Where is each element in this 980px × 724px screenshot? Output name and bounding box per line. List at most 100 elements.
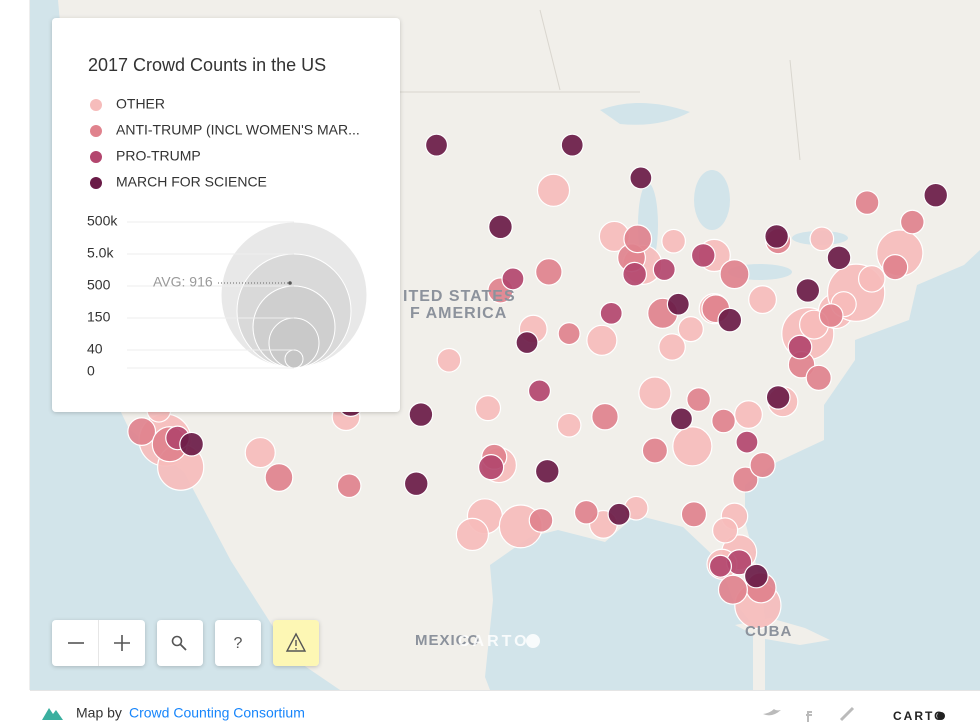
protest-marker bbox=[857, 265, 886, 293]
facebook-icon[interactable] bbox=[806, 711, 812, 722]
protest-marker bbox=[560, 133, 584, 157]
carto-dot bbox=[937, 712, 945, 720]
help-label: ? bbox=[234, 635, 243, 652]
pacific bbox=[30, 0, 340, 690]
protest-marker bbox=[854, 190, 880, 215]
protest-marker bbox=[403, 471, 429, 497]
carto-logo: CARTO bbox=[893, 709, 945, 723]
map-label: CUBA bbox=[745, 623, 792, 640]
protest-marker bbox=[607, 502, 631, 526]
legend-swatch bbox=[90, 125, 102, 137]
twitter-icon[interactable] bbox=[763, 709, 781, 716]
legend-label: OTHER bbox=[116, 96, 165, 112]
lake bbox=[694, 170, 730, 230]
author-link[interactable]: Crowd Counting Consortium bbox=[129, 705, 305, 721]
search-button[interactable] bbox=[157, 620, 203, 666]
protest-marker bbox=[882, 254, 909, 281]
legend-swatch bbox=[90, 99, 102, 111]
page-margin bbox=[0, 0, 30, 724]
protest-marker bbox=[536, 173, 571, 207]
protest-marker bbox=[677, 316, 704, 343]
protest-marker bbox=[708, 554, 732, 578]
size-label: 0 bbox=[87, 363, 95, 379]
protest-marker bbox=[534, 458, 560, 484]
footer-prefix: Map by bbox=[76, 705, 122, 721]
legend-label: ANTI-TRUMP (INCL WOMEN'S MAR... bbox=[116, 122, 360, 138]
footer-bar bbox=[30, 690, 980, 724]
protest-marker bbox=[527, 379, 552, 403]
protest-marker bbox=[599, 301, 623, 325]
map-label: ITED STATES bbox=[403, 288, 516, 305]
protest-marker bbox=[629, 166, 653, 190]
protest-marker bbox=[717, 307, 743, 333]
protest-marker bbox=[408, 402, 434, 427]
protest-marker bbox=[809, 226, 835, 252]
search-icon bbox=[171, 635, 183, 647]
protest-marker bbox=[899, 209, 925, 235]
protest-marker bbox=[805, 364, 832, 391]
size-label: 40 bbox=[87, 341, 103, 357]
panel bbox=[52, 18, 400, 412]
gulf bbox=[485, 515, 753, 690]
protest-marker bbox=[488, 214, 513, 240]
size-label: 500k bbox=[87, 213, 118, 229]
protest-marker bbox=[711, 517, 739, 544]
protest-marker bbox=[826, 245, 852, 271]
protest-marker bbox=[672, 426, 713, 467]
protest-marker bbox=[477, 454, 505, 481]
protest-marker bbox=[127, 417, 157, 446]
protest-marker bbox=[661, 228, 687, 254]
protest-marker bbox=[690, 243, 716, 268]
legend-swatch bbox=[90, 151, 102, 163]
protest-marker bbox=[658, 333, 686, 361]
size-label: 150 bbox=[87, 309, 111, 325]
protest-marker bbox=[501, 267, 525, 291]
protest-marker bbox=[179, 431, 204, 457]
protest-marker bbox=[787, 334, 813, 360]
protest-marker bbox=[711, 408, 736, 434]
average-dot bbox=[288, 281, 292, 285]
protest-marker bbox=[686, 387, 711, 412]
protest-marker bbox=[586, 324, 618, 356]
protest-marker bbox=[719, 259, 750, 290]
watermark: CARTO bbox=[458, 633, 530, 650]
search-icon bbox=[179, 643, 187, 651]
size-circle bbox=[284, 349, 304, 369]
legend-title: 2017 Crowd Counts in the US bbox=[88, 55, 326, 75]
protest-marker bbox=[734, 400, 763, 429]
protest-marker bbox=[336, 473, 362, 499]
protest-marker bbox=[557, 322, 581, 346]
protest-marker bbox=[474, 395, 502, 422]
legend-swatch bbox=[90, 177, 102, 189]
footer: Map by Crowd Counting Consortium CARTO bbox=[30, 690, 980, 724]
warning-icon bbox=[285, 632, 307, 652]
protest-marker bbox=[666, 292, 690, 316]
link-icon[interactable] bbox=[839, 706, 855, 722]
watermark-dot bbox=[526, 634, 540, 648]
protest-marker bbox=[923, 182, 949, 208]
protest-marker bbox=[669, 407, 693, 431]
protest-marker bbox=[638, 376, 672, 410]
protest-marker bbox=[622, 261, 648, 287]
help-button[interactable] bbox=[215, 620, 261, 666]
zoom-in[interactable] bbox=[114, 635, 130, 651]
protest-marker bbox=[795, 278, 821, 303]
protest-marker bbox=[749, 451, 776, 479]
protest-marker bbox=[764, 224, 789, 249]
protest-marker bbox=[735, 430, 759, 454]
lake bbox=[600, 102, 690, 125]
protest-marker bbox=[528, 507, 554, 533]
legend-label: MARCH FOR SCIENCE bbox=[116, 174, 267, 190]
protest-marker bbox=[818, 303, 844, 328]
atlantic bbox=[745, 250, 980, 690]
legend-panel: 2017 Crowd Counts in the US OTHER ANTI-TR… bbox=[52, 18, 400, 412]
markers bbox=[71, 104, 949, 629]
protest-marker bbox=[244, 436, 276, 469]
protest-marker bbox=[424, 133, 449, 157]
protest-marker bbox=[765, 385, 791, 410]
protest-marker bbox=[652, 257, 676, 282]
protest-marker bbox=[641, 437, 669, 464]
map-icon bbox=[42, 708, 63, 720]
